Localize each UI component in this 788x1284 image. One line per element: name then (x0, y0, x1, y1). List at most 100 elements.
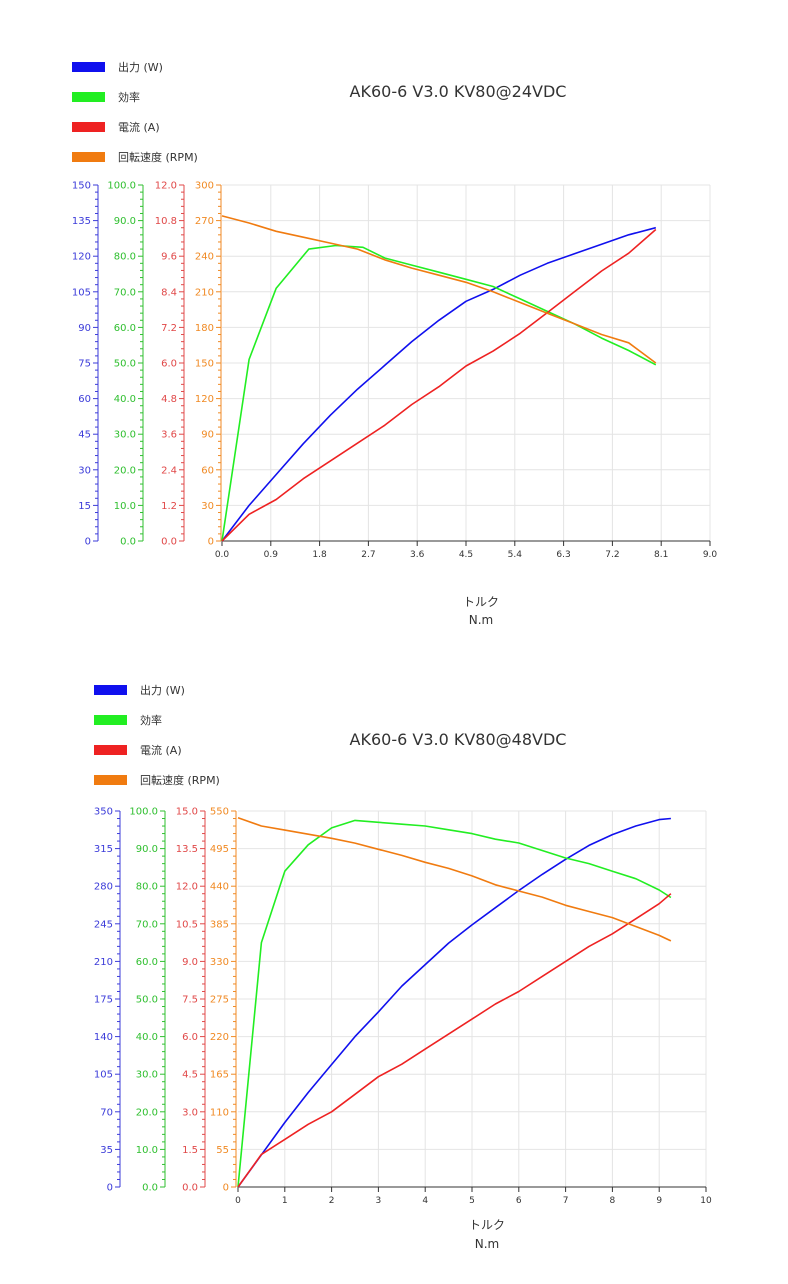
y-tick-label: 3.0 (182, 1107, 198, 1118)
x-tick-label: 9 (656, 1196, 662, 1206)
y-tick-label: 1.2 (161, 501, 177, 512)
x-axis: 0 1 2 3 4 5 6 7 8 9 10 トルク N.m (235, 1186, 712, 1251)
x-axis-unit: N.m (475, 1237, 499, 1251)
y-tick-label: 20.0 (114, 465, 136, 476)
y-tick-label: 495 (210, 844, 229, 855)
y-tick-label: 0.0 (142, 1183, 158, 1194)
y-tick-label: 10.0 (114, 501, 136, 512)
y-tick-label: 7.2 (161, 323, 177, 334)
legend-label: 出力 (W) (140, 683, 185, 697)
x-tick-label: 1 (282, 1196, 288, 1206)
legend-label: 電流 (A) (118, 120, 160, 134)
legend-label: 電流 (A) (140, 743, 182, 757)
y-tick-label: 140 (94, 1032, 113, 1043)
y-tick-label: 175 (94, 995, 113, 1006)
y-tick-label: 35 (100, 1145, 113, 1156)
x-tick-label: 10 (700, 1196, 712, 1206)
x-axis-label: トルク (463, 595, 499, 609)
y-tick-label: 270 (195, 216, 214, 227)
y-tick-label: 350 (94, 807, 113, 818)
y-tick-label: 45 (78, 430, 91, 441)
y-tick-label: 220 (210, 1032, 229, 1043)
y-tick-label: 105 (72, 287, 91, 298)
y-tick-label: 0 (107, 1183, 113, 1194)
y-tick-label: 30 (201, 501, 214, 512)
y-tick-label: 0 (208, 537, 214, 548)
y-tick-label: 180 (195, 323, 214, 334)
y-tick-label: 1.5 (182, 1145, 198, 1156)
y-tick-label: 50.0 (136, 995, 158, 1006)
legend-swatch (94, 775, 127, 785)
grid (238, 810, 707, 1187)
y-tick-label: 7.5 (182, 995, 198, 1006)
x-tick-label: 1.8 (312, 550, 327, 560)
y-tick-label: 120 (195, 394, 214, 405)
legend-swatch (94, 745, 127, 755)
x-tick-label: 0.0 (215, 550, 230, 560)
y-axis-efficiency: 0.0 10.0 20.0 30.0 40.0 50.0 60.0 70.0 80.0 90.0 1… (107, 181, 144, 548)
y-tick-label: 30.0 (114, 430, 136, 441)
y-tick-label: 10.8 (155, 216, 177, 227)
x-tick-label: 0 (235, 1196, 241, 1206)
y-tick-label: 10.0 (136, 1145, 158, 1156)
legend-label: 効率 (118, 90, 140, 104)
y-tick-label: 0.0 (120, 537, 136, 548)
grid (222, 184, 711, 541)
y-tick-label: 40.0 (136, 1032, 158, 1043)
y-tick-label: 165 (210, 1070, 229, 1081)
y-tick-label: 10.5 (176, 919, 198, 930)
y-tick-label: 30 (78, 465, 91, 476)
y-tick-label: 315 (94, 844, 113, 855)
x-tick-label: 9.0 (703, 550, 718, 560)
y-tick-label: 550 (210, 807, 229, 818)
y-axis-speed: 0 55 110 165 220 275 330 385 440 495 550 (210, 807, 237, 1194)
series-line-speed (221, 215, 657, 364)
series-line-efficiency (221, 244, 657, 542)
y-tick-label: 0.0 (182, 1183, 198, 1194)
legend-swatch (72, 152, 105, 162)
y-axis-efficiency: 0.0 10.0 20.0 30.0 40.0 50.0 60.0 70.0 80.0 90.0 1… (129, 807, 166, 1194)
series-line-current (221, 228, 657, 542)
x-tick-label: 5 (469, 1196, 475, 1206)
y-tick-label: 0 (223, 1183, 229, 1194)
y-axis-speed: 0 30 60 90 120 150 180 210 240 270 300 (195, 181, 222, 548)
y-tick-label: 90.0 (114, 216, 136, 227)
y-tick-label: 440 (210, 882, 229, 893)
legend-label: 効率 (140, 713, 162, 727)
y-axis-current: 0.0 1.2 2.4 3.6 4.8 6.0 7.2 8.4 9.6 10.8 12.0 (155, 181, 185, 548)
legend-label: 回転速度 (RPM) (140, 773, 220, 787)
y-tick-label: 120 (72, 252, 91, 263)
y-tick-label: 70 (100, 1107, 113, 1118)
y-tick-label: 105 (94, 1070, 113, 1081)
y-tick-label: 0 (85, 537, 91, 548)
x-axis-unit: N.m (469, 613, 493, 627)
y-tick-label: 8.4 (161, 287, 177, 298)
y-tick-label: 13.5 (176, 844, 198, 855)
y-tick-label: 80.0 (114, 252, 136, 263)
y-axis-power: 0 35 70 105 140 175 210 245 280 315 350 (94, 807, 121, 1194)
y-tick-label: 240 (195, 252, 214, 263)
y-tick-label: 6.0 (182, 1032, 198, 1043)
y-tick-label: 4.8 (161, 394, 177, 405)
x-tick-label: 5.4 (508, 550, 523, 560)
y-tick-label: 6.0 (161, 359, 177, 370)
y-tick-label: 385 (210, 919, 229, 930)
chart-title: AK60-6 V3.0 KV80@48VDC (350, 730, 567, 749)
y-tick-label: 30.0 (136, 1070, 158, 1081)
y-tick-label: 2.4 (161, 465, 177, 476)
x-axis-label: トルク (469, 1218, 505, 1232)
series-line-efficiency (237, 819, 672, 1188)
y-tick-label: 40.0 (114, 394, 136, 405)
y-axis-current: 0.0 1.5 3.0 4.5 6.0 7.5 9.0 10.5 12.0 13.5 15.0 (176, 807, 206, 1194)
y-tick-label: 90 (201, 430, 214, 441)
y-tick-label: 110 (210, 1107, 229, 1118)
series-line-current (237, 893, 672, 1188)
y-tick-label: 80.0 (136, 882, 158, 893)
series (237, 817, 672, 1188)
y-tick-label: 275 (210, 995, 229, 1006)
x-tick-label: 3 (376, 1196, 382, 1206)
